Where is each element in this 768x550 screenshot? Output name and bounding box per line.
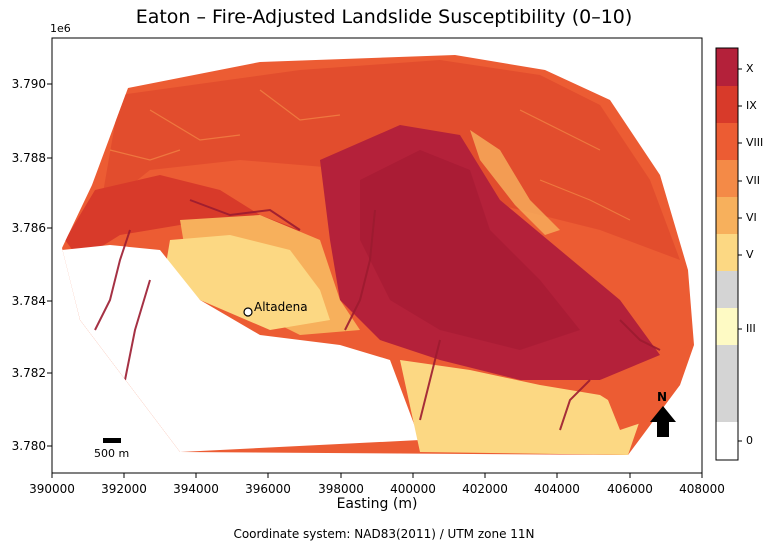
colorbar-frame [715,47,739,461]
drainage-lines [94,199,661,431]
colorbar-label: VIII [746,136,764,149]
x-tick-label: 392000 [101,482,147,496]
texture-streaks [109,89,631,221]
raster-zone-east-ridge [600,345,690,430]
colorbar-label: IX [746,99,757,112]
north-arrow-icon [650,406,676,437]
place-label-altadena: Altadena [254,300,308,314]
cb-class-6 [716,197,738,235]
x-tick-label: 404000 [534,482,580,496]
y-axis-offset: 1e6 [50,22,71,35]
raster-zone-foothill [165,235,330,330]
x-tick-label: 398000 [318,482,364,496]
y-tick-label: 3.790 [11,77,46,91]
x-tick-label: 390000 [29,482,75,496]
cb-class-7 [716,160,738,198]
x-tick-label: 402000 [462,482,508,496]
raster-zone-ravine-ne [470,130,560,235]
susceptibility-raster [62,55,694,455]
x-tick-label: 406000 [607,482,653,496]
x-axis-label: Easting (m) [336,496,418,512]
raster-zone-lowland-east [400,360,640,455]
x-tick-label: 394000 [173,482,219,496]
cb-class-9 [716,86,738,124]
x-tick-marks [51,473,703,478]
colorbar-label: VII [746,174,761,187]
cb-class-4 [716,271,738,309]
cb-class-10 [716,48,738,88]
altadena-marker [243,307,253,317]
colorbar-label: III [746,322,756,335]
y-tick-label: 3.780 [11,439,46,453]
y-tick-label: 3.782 [11,366,46,380]
scale-bar [103,438,121,443]
y-tick-label: 3.784 [11,294,46,308]
scalebar-label: 500 m [94,447,130,460]
colorbar-label: V [746,248,754,261]
y-tick-marks [47,83,52,447]
cb-class-5 [716,234,738,272]
colorbar [715,47,742,461]
cb-class-8 [716,123,738,161]
y-tick-label: 3.788 [11,151,46,165]
colorbar-label: VI [746,211,757,224]
north-label: N [657,390,668,404]
colorbar-label: 0 [746,434,753,447]
chart-title: Eaton – Fire-Adjusted Landslide Suscepti… [135,6,633,28]
coordinate-system-note: Coordinate system: NAD83(2011) / UTM zon… [233,527,535,541]
x-tick-label: 400000 [390,482,436,496]
x-tick-label: 408000 [679,482,725,496]
cb-class-3 [716,308,738,346]
colorbar-label: X [746,62,754,75]
cb-class-1 [716,422,738,460]
raster-zone-high-core [360,150,580,350]
y-tick-label: 3.786 [11,221,46,235]
raster-zone-lowland-west [62,245,420,452]
x-tick-label: 396000 [245,482,291,496]
cb-class-2 [716,345,738,423]
